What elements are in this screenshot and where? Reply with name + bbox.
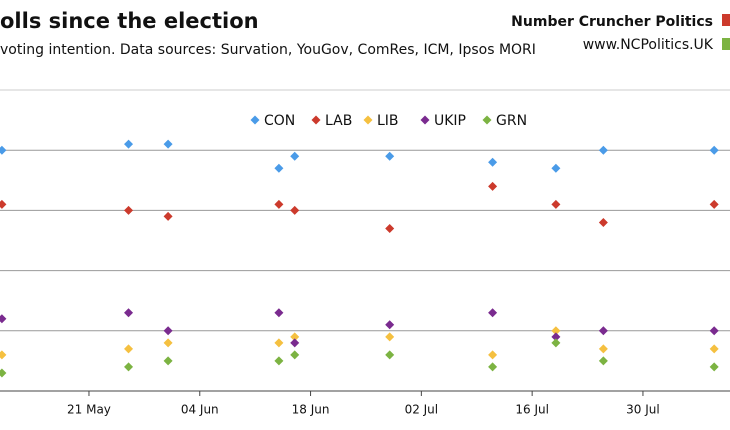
legend-label: LIB <box>377 113 399 129</box>
data-point <box>124 362 134 372</box>
data-point <box>124 344 134 354</box>
x-tick-label: 30 Jul <box>626 403 660 417</box>
legend-marker <box>482 115 492 125</box>
legend-label: CON <box>264 113 295 129</box>
x-tick-label: 04 Jun <box>181 403 219 417</box>
data-point <box>163 338 173 348</box>
data-point <box>709 362 719 372</box>
data-point <box>274 338 284 348</box>
data-point <box>551 163 561 173</box>
data-point <box>385 223 395 233</box>
data-point <box>290 205 300 215</box>
x-tick-label: 02 Jul <box>405 403 439 417</box>
data-point <box>488 350 498 360</box>
x-tick-label: 18 Jun <box>292 403 330 417</box>
data-point <box>598 145 608 155</box>
brand-swatch <box>722 14 730 26</box>
data-point <box>124 139 134 149</box>
data-point <box>290 338 300 348</box>
data-point <box>290 151 300 161</box>
data-point <box>598 356 608 366</box>
data-point <box>551 199 561 209</box>
legend-label: UKIP <box>434 113 466 129</box>
brand: Number Cruncher Politics <box>511 14 713 30</box>
data-point <box>598 344 608 354</box>
data-point <box>274 356 284 366</box>
data-point <box>551 326 561 336</box>
data-point <box>551 338 561 348</box>
data-point <box>551 332 561 342</box>
data-point <box>0 368 7 378</box>
data-point <box>0 350 7 360</box>
data-point <box>163 356 173 366</box>
brand-swatch <box>722 38 730 50</box>
data-point <box>598 326 608 336</box>
website: www.NCPolitics.UK <box>583 37 714 53</box>
x-tick-label: 16 Jul <box>515 403 549 417</box>
legend-marker <box>311 115 321 125</box>
data-point <box>709 326 719 336</box>
data-point <box>598 217 608 227</box>
legend-label: LAB <box>325 113 352 129</box>
data-point <box>385 320 395 330</box>
data-point <box>163 139 173 149</box>
data-point <box>163 211 173 221</box>
data-point <box>709 344 719 354</box>
data-point <box>163 326 173 336</box>
data-point <box>290 350 300 360</box>
legend-marker <box>363 115 373 125</box>
legend-marker <box>250 115 260 125</box>
data-point <box>488 308 498 318</box>
chart-title: olls since the election <box>0 9 259 33</box>
chart-subtitle: voting intention. Data sources: Survatio… <box>0 42 536 58</box>
data-point <box>274 199 284 209</box>
data-point <box>290 332 300 342</box>
data-point <box>0 314 7 324</box>
legend-label: GRN <box>496 113 527 129</box>
data-point <box>385 332 395 342</box>
legend-marker <box>420 115 430 125</box>
data-point <box>385 350 395 360</box>
data-point <box>385 151 395 161</box>
data-point <box>488 362 498 372</box>
data-point <box>124 205 134 215</box>
data-point <box>274 308 284 318</box>
data-point <box>488 181 498 191</box>
data-point <box>274 163 284 173</box>
data-point <box>0 199 7 209</box>
data-point <box>709 199 719 209</box>
data-point <box>488 157 498 167</box>
data-point <box>124 308 134 318</box>
data-point <box>709 145 719 155</box>
data-point <box>0 145 7 155</box>
x-tick-label: 21 May <box>67 403 111 417</box>
